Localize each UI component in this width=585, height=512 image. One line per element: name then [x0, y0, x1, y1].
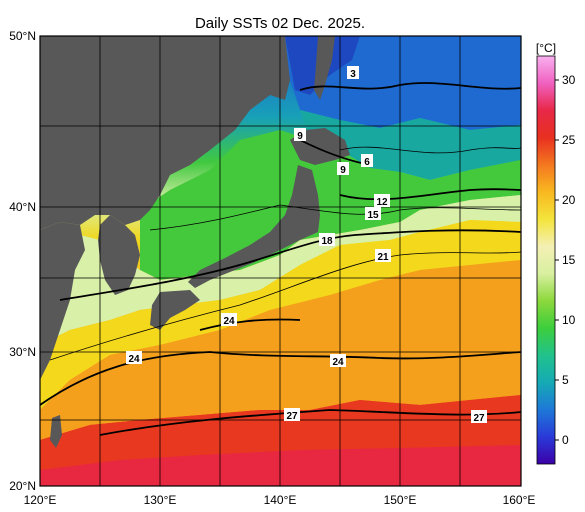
colorbar: [°C] 30 25 20 15 10 5 0 [536, 41, 576, 465]
isotherm-21 [49, 251, 521, 361]
sst-field [40, 36, 521, 486]
contour-label: 24 [126, 351, 142, 365]
taiwan [50, 415, 62, 448]
graticule [40, 36, 521, 486]
svg-text:12: 12 [376, 197, 388, 208]
contour-label: 9 [294, 128, 306, 142]
svg-text:18: 18 [321, 236, 333, 247]
colorbar-tick-label: 25 [562, 133, 576, 147]
contour-label: 12 [374, 194, 390, 208]
colorbar-tick-label: 30 [562, 73, 576, 87]
sakhalin [314, 36, 335, 100]
map-title: Daily SSTs 02 Dec. 2025. [195, 15, 365, 32]
colorbar-tick-label: 20 [562, 193, 576, 207]
svg-text:27: 27 [473, 413, 485, 424]
contour-labels: 3 9 9 6 12 15 18 21 24 24 24 27 27 [126, 66, 487, 424]
colorbar-tick-label: 0 [562, 433, 569, 447]
band-green [140, 130, 521, 280]
contour-label: 24 [221, 313, 237, 327]
isotherm-24b [199, 318, 301, 331]
map-frame [39, 35, 522, 487]
colorbar-bar [536, 55, 556, 465]
contour-label: 24 [330, 354, 346, 368]
colorbar-ticks: 30 25 20 15 10 5 0 [555, 73, 576, 447]
korea-peninsula [98, 215, 140, 295]
isotherm-12 [339, 188, 521, 201]
isotherm-6 [339, 146, 521, 154]
lat-label-40: 40°N [9, 200, 36, 214]
contour-label: 9 [337, 162, 349, 176]
contour-label: 18 [319, 233, 335, 247]
colorbar-tick-label: 15 [562, 253, 576, 267]
contour-label: 15 [365, 207, 381, 221]
lon-label-150: 150°E [384, 493, 417, 507]
isotherm-18 [59, 229, 521, 301]
svg-text:24: 24 [128, 354, 140, 365]
band-yellow [40, 220, 521, 410]
svg-text:15: 15 [367, 210, 379, 221]
lon-label-140: 140°E [264, 493, 297, 507]
svg-text:24: 24 [223, 316, 235, 327]
lat-labels: 50°N 40°N 30°N 20°N [9, 29, 36, 493]
lon-label-120: 120°E [24, 493, 57, 507]
contour-label: 21 [375, 249, 391, 263]
contour-label: 27 [284, 408, 300, 422]
svg-text:21: 21 [377, 252, 389, 263]
svg-text:9: 9 [340, 165, 346, 176]
colorbar-unit: [°C] [536, 41, 556, 55]
svg-text:9: 9 [297, 131, 303, 142]
colorbar-tick-label: 10 [562, 313, 576, 327]
lat-label-30: 30°N [9, 345, 36, 359]
svg-text:27: 27 [286, 411, 298, 422]
lat-label-20: 20°N [9, 479, 36, 493]
contour-label: 6 [361, 154, 373, 168]
lon-label-160: 160°E [503, 493, 536, 507]
colorbar-tick-label: 5 [562, 373, 569, 387]
svg-text:3: 3 [350, 69, 356, 80]
contour-label: 3 [347, 66, 359, 80]
band-teal [300, 110, 521, 180]
isotherm-24 [40, 351, 521, 406]
asia-mainland [40, 36, 290, 230]
lat-label-50: 50°N [9, 29, 36, 43]
shikoku-kyushu [150, 290, 200, 330]
lon-labels: 120°E 130°E 140°E 150°E 160°E [24, 493, 536, 507]
lon-label-130: 130°E [144, 493, 177, 507]
svg-text:6: 6 [364, 157, 370, 168]
contour-label: 27 [471, 410, 487, 424]
svg-text:24: 24 [332, 357, 344, 368]
honshu [188, 165, 320, 288]
china-coast [40, 222, 85, 380]
